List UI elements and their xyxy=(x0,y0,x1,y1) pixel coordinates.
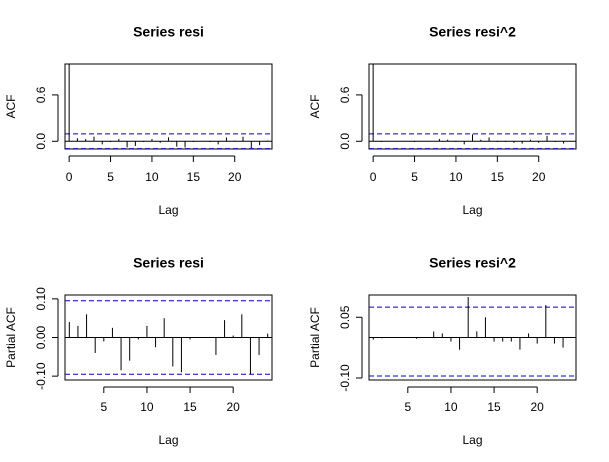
x-tick-label: 15 xyxy=(187,170,201,184)
x-tick-label: 20 xyxy=(228,170,242,184)
x-tick-label: 5 xyxy=(107,170,114,184)
y-tick-label: 0.0 xyxy=(34,133,48,150)
x-tick-label: 20 xyxy=(227,400,241,414)
y-tick-label: 0.0 xyxy=(338,133,352,150)
plot-frame xyxy=(64,63,273,150)
y-axis-label: ACF xyxy=(308,95,322,119)
x-tick-label: 5 xyxy=(411,170,418,184)
x-tick-label: 5 xyxy=(100,400,107,414)
chart-panel-4: Series resi^2 Lag Partial ACF 5 10 15 20 -0.10 0… xyxy=(308,255,577,447)
x-tick-label: 15 xyxy=(491,170,505,184)
x-tick-label: 10 xyxy=(140,400,154,414)
x-tick-label: 15 xyxy=(487,400,501,414)
chart-panel-3: Series resi Lag Partial ACF 5 10 15 20 -0.10 0.0… xyxy=(4,255,273,447)
chart-title: Series resi xyxy=(133,255,204,271)
chart-panel-2: Series resi^2 Lag ACF 0 5 10 15 20 0.0 0.6 xyxy=(308,24,577,217)
y-tick-label: 0.6 xyxy=(34,86,48,103)
y-axis-label: ACF xyxy=(4,95,18,119)
y-tick-label: -0.10 xyxy=(338,364,352,392)
x-axis-label: Lag xyxy=(158,433,178,447)
x-axis-label: Lag xyxy=(158,203,178,217)
y-axis-label: Partial ACF xyxy=(308,307,322,368)
chart-title: Series resi^2 xyxy=(429,24,516,40)
y-tick-label: 0.00 xyxy=(34,325,48,349)
x-tick-label: 15 xyxy=(183,400,197,414)
y-tick-label: 0.10 xyxy=(34,287,48,311)
x-tick-label: 10 xyxy=(449,170,463,184)
x-tick-label: 10 xyxy=(444,400,458,414)
y-tick-label: -0.10 xyxy=(34,362,48,390)
x-tick-label: 5 xyxy=(404,400,411,414)
y-tick-label: 0.05 xyxy=(338,305,352,329)
x-tick-label: 0 xyxy=(66,170,73,184)
plot-frame xyxy=(368,63,577,150)
chart-title: Series resi^2 xyxy=(429,255,516,271)
chart-title: Series resi xyxy=(133,24,204,40)
chart-panel-1: Series resi Lag ACF 0 5 10 15 20 0.0 0.6 xyxy=(4,24,273,217)
y-axis-label: Partial ACF xyxy=(4,307,18,368)
x-axis-label: Lag xyxy=(462,203,482,217)
y-tick-label: 0.6 xyxy=(338,86,352,103)
x-axis-label: Lag xyxy=(462,433,482,447)
x-tick-label: 0 xyxy=(370,170,377,184)
x-tick-label: 10 xyxy=(145,170,159,184)
x-tick-label: 20 xyxy=(531,400,545,414)
x-tick-label: 20 xyxy=(532,170,546,184)
